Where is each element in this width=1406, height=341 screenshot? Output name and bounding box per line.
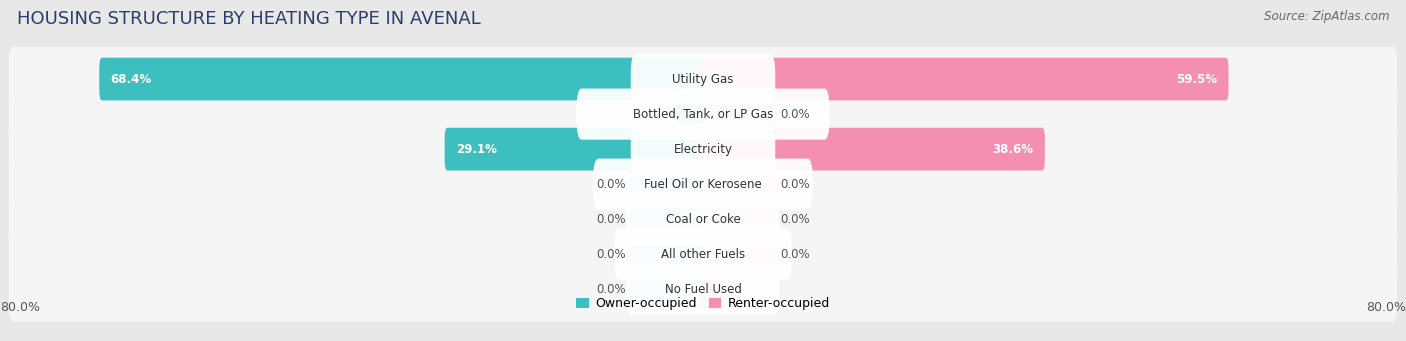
FancyBboxPatch shape [630, 163, 706, 206]
FancyBboxPatch shape [700, 233, 776, 276]
FancyBboxPatch shape [627, 194, 779, 245]
FancyBboxPatch shape [8, 187, 1398, 252]
Text: 68.4%: 68.4% [111, 73, 152, 86]
FancyBboxPatch shape [700, 128, 1045, 170]
Text: Bottled, Tank, or LP Gas: Bottled, Tank, or LP Gas [633, 108, 773, 121]
Text: No Fuel Used: No Fuel Used [665, 283, 741, 296]
Text: HOUSING STRUCTURE BY HEATING TYPE IN AVENAL: HOUSING STRUCTURE BY HEATING TYPE IN AVE… [17, 10, 481, 28]
Text: 0.0%: 0.0% [596, 248, 626, 261]
FancyBboxPatch shape [8, 151, 1398, 217]
FancyBboxPatch shape [631, 123, 775, 175]
Text: Coal or Coke: Coal or Coke [665, 213, 741, 226]
FancyBboxPatch shape [8, 81, 1398, 147]
FancyBboxPatch shape [576, 89, 830, 140]
FancyBboxPatch shape [8, 222, 1398, 287]
FancyBboxPatch shape [700, 268, 723, 311]
Text: 29.1%: 29.1% [456, 143, 496, 155]
FancyBboxPatch shape [444, 128, 706, 170]
Text: 0.0%: 0.0% [780, 108, 810, 121]
FancyBboxPatch shape [593, 159, 813, 210]
Text: 0.0%: 0.0% [780, 178, 810, 191]
FancyBboxPatch shape [8, 257, 1398, 322]
FancyBboxPatch shape [631, 54, 775, 105]
Text: 80.0%: 80.0% [1367, 301, 1406, 314]
Text: 0.0%: 0.0% [596, 213, 626, 226]
FancyBboxPatch shape [8, 46, 1398, 112]
Text: 0.0%: 0.0% [596, 178, 626, 191]
Text: Source: ZipAtlas.com: Source: ZipAtlas.com [1264, 10, 1389, 23]
FancyBboxPatch shape [678, 93, 706, 135]
Text: All other Fuels: All other Fuels [661, 248, 745, 261]
FancyBboxPatch shape [614, 228, 792, 280]
Text: 2.6%: 2.6% [689, 108, 721, 121]
FancyBboxPatch shape [630, 233, 706, 276]
Text: Electricity: Electricity [673, 143, 733, 155]
Text: Fuel Oil or Kerosene: Fuel Oil or Kerosene [644, 178, 762, 191]
Text: 0.0%: 0.0% [596, 283, 626, 296]
Text: 0.0%: 0.0% [780, 248, 810, 261]
Text: 1.9%: 1.9% [678, 283, 711, 296]
FancyBboxPatch shape [700, 58, 1229, 101]
FancyBboxPatch shape [700, 163, 776, 206]
Text: 59.5%: 59.5% [1175, 73, 1218, 86]
Text: 80.0%: 80.0% [0, 301, 39, 314]
FancyBboxPatch shape [700, 198, 776, 240]
Text: Utility Gas: Utility Gas [672, 73, 734, 86]
Legend: Owner-occupied, Renter-occupied: Owner-occupied, Renter-occupied [576, 297, 830, 310]
FancyBboxPatch shape [630, 268, 706, 311]
FancyBboxPatch shape [100, 58, 706, 101]
FancyBboxPatch shape [630, 198, 706, 240]
FancyBboxPatch shape [8, 117, 1398, 182]
Text: 0.0%: 0.0% [780, 213, 810, 226]
FancyBboxPatch shape [627, 264, 779, 315]
FancyBboxPatch shape [700, 93, 776, 135]
Text: 38.6%: 38.6% [993, 143, 1033, 155]
